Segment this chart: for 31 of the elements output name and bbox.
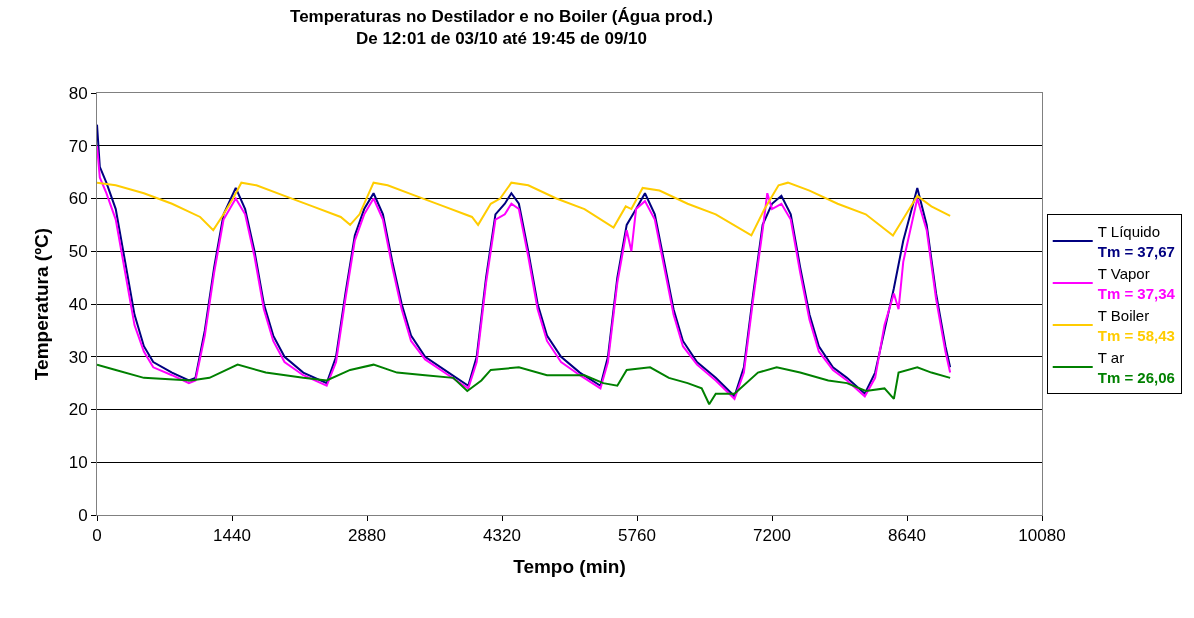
y-tick-label: 70 (68, 136, 88, 156)
text: Tm = 37,67 (1097, 242, 1175, 260)
y-tick-label: 30 (68, 347, 88, 367)
text: Tm = 26,06 (1097, 368, 1175, 386)
legend-label: T Líquido (1097, 223, 1161, 241)
y-tick-label: 50 (68, 242, 88, 262)
legend-label: T ar (1097, 349, 1125, 367)
x-tick-label: 7200 (753, 526, 791, 546)
chart-title: Temperaturas no Destilador e no Boiler (Água prod.) (290, 6, 713, 26)
y-tick-label: 0 (78, 505, 88, 525)
legend-label: T Boiler (1097, 307, 1150, 325)
y-tick-label: 40 (68, 294, 88, 314)
x-tick-label: 2880 (348, 526, 386, 546)
line-series (97, 363, 952, 406)
y-tick-label: 80 (68, 83, 88, 103)
text: Tm = 58,43 (1097, 326, 1175, 344)
x-tick-label: 8640 (888, 526, 926, 546)
y-tick-label: 60 (68, 189, 88, 209)
text: Tm = 37,34 (1097, 284, 1176, 302)
x-tick-label: 10080 (1018, 526, 1066, 546)
line-series (97, 181, 952, 237)
x-tick-label: 1440 (213, 526, 251, 546)
y-tick-label: 20 (68, 400, 88, 420)
y-tick-label: 10 (68, 453, 88, 473)
x-tick-label: 4320 (483, 526, 521, 546)
y-axis-title: Temperatura (ºC) (30, 227, 52, 381)
x-axis-title: Tempo (min) (513, 556, 626, 578)
x-tick-label: 5760 (618, 526, 656, 546)
chart-subtitle: De 12:01 de 03/10 até 19:45 de 09/10 (355, 28, 648, 48)
legend-label: T Vapor (1097, 265, 1150, 283)
x-tick-label: 0 (92, 526, 102, 546)
